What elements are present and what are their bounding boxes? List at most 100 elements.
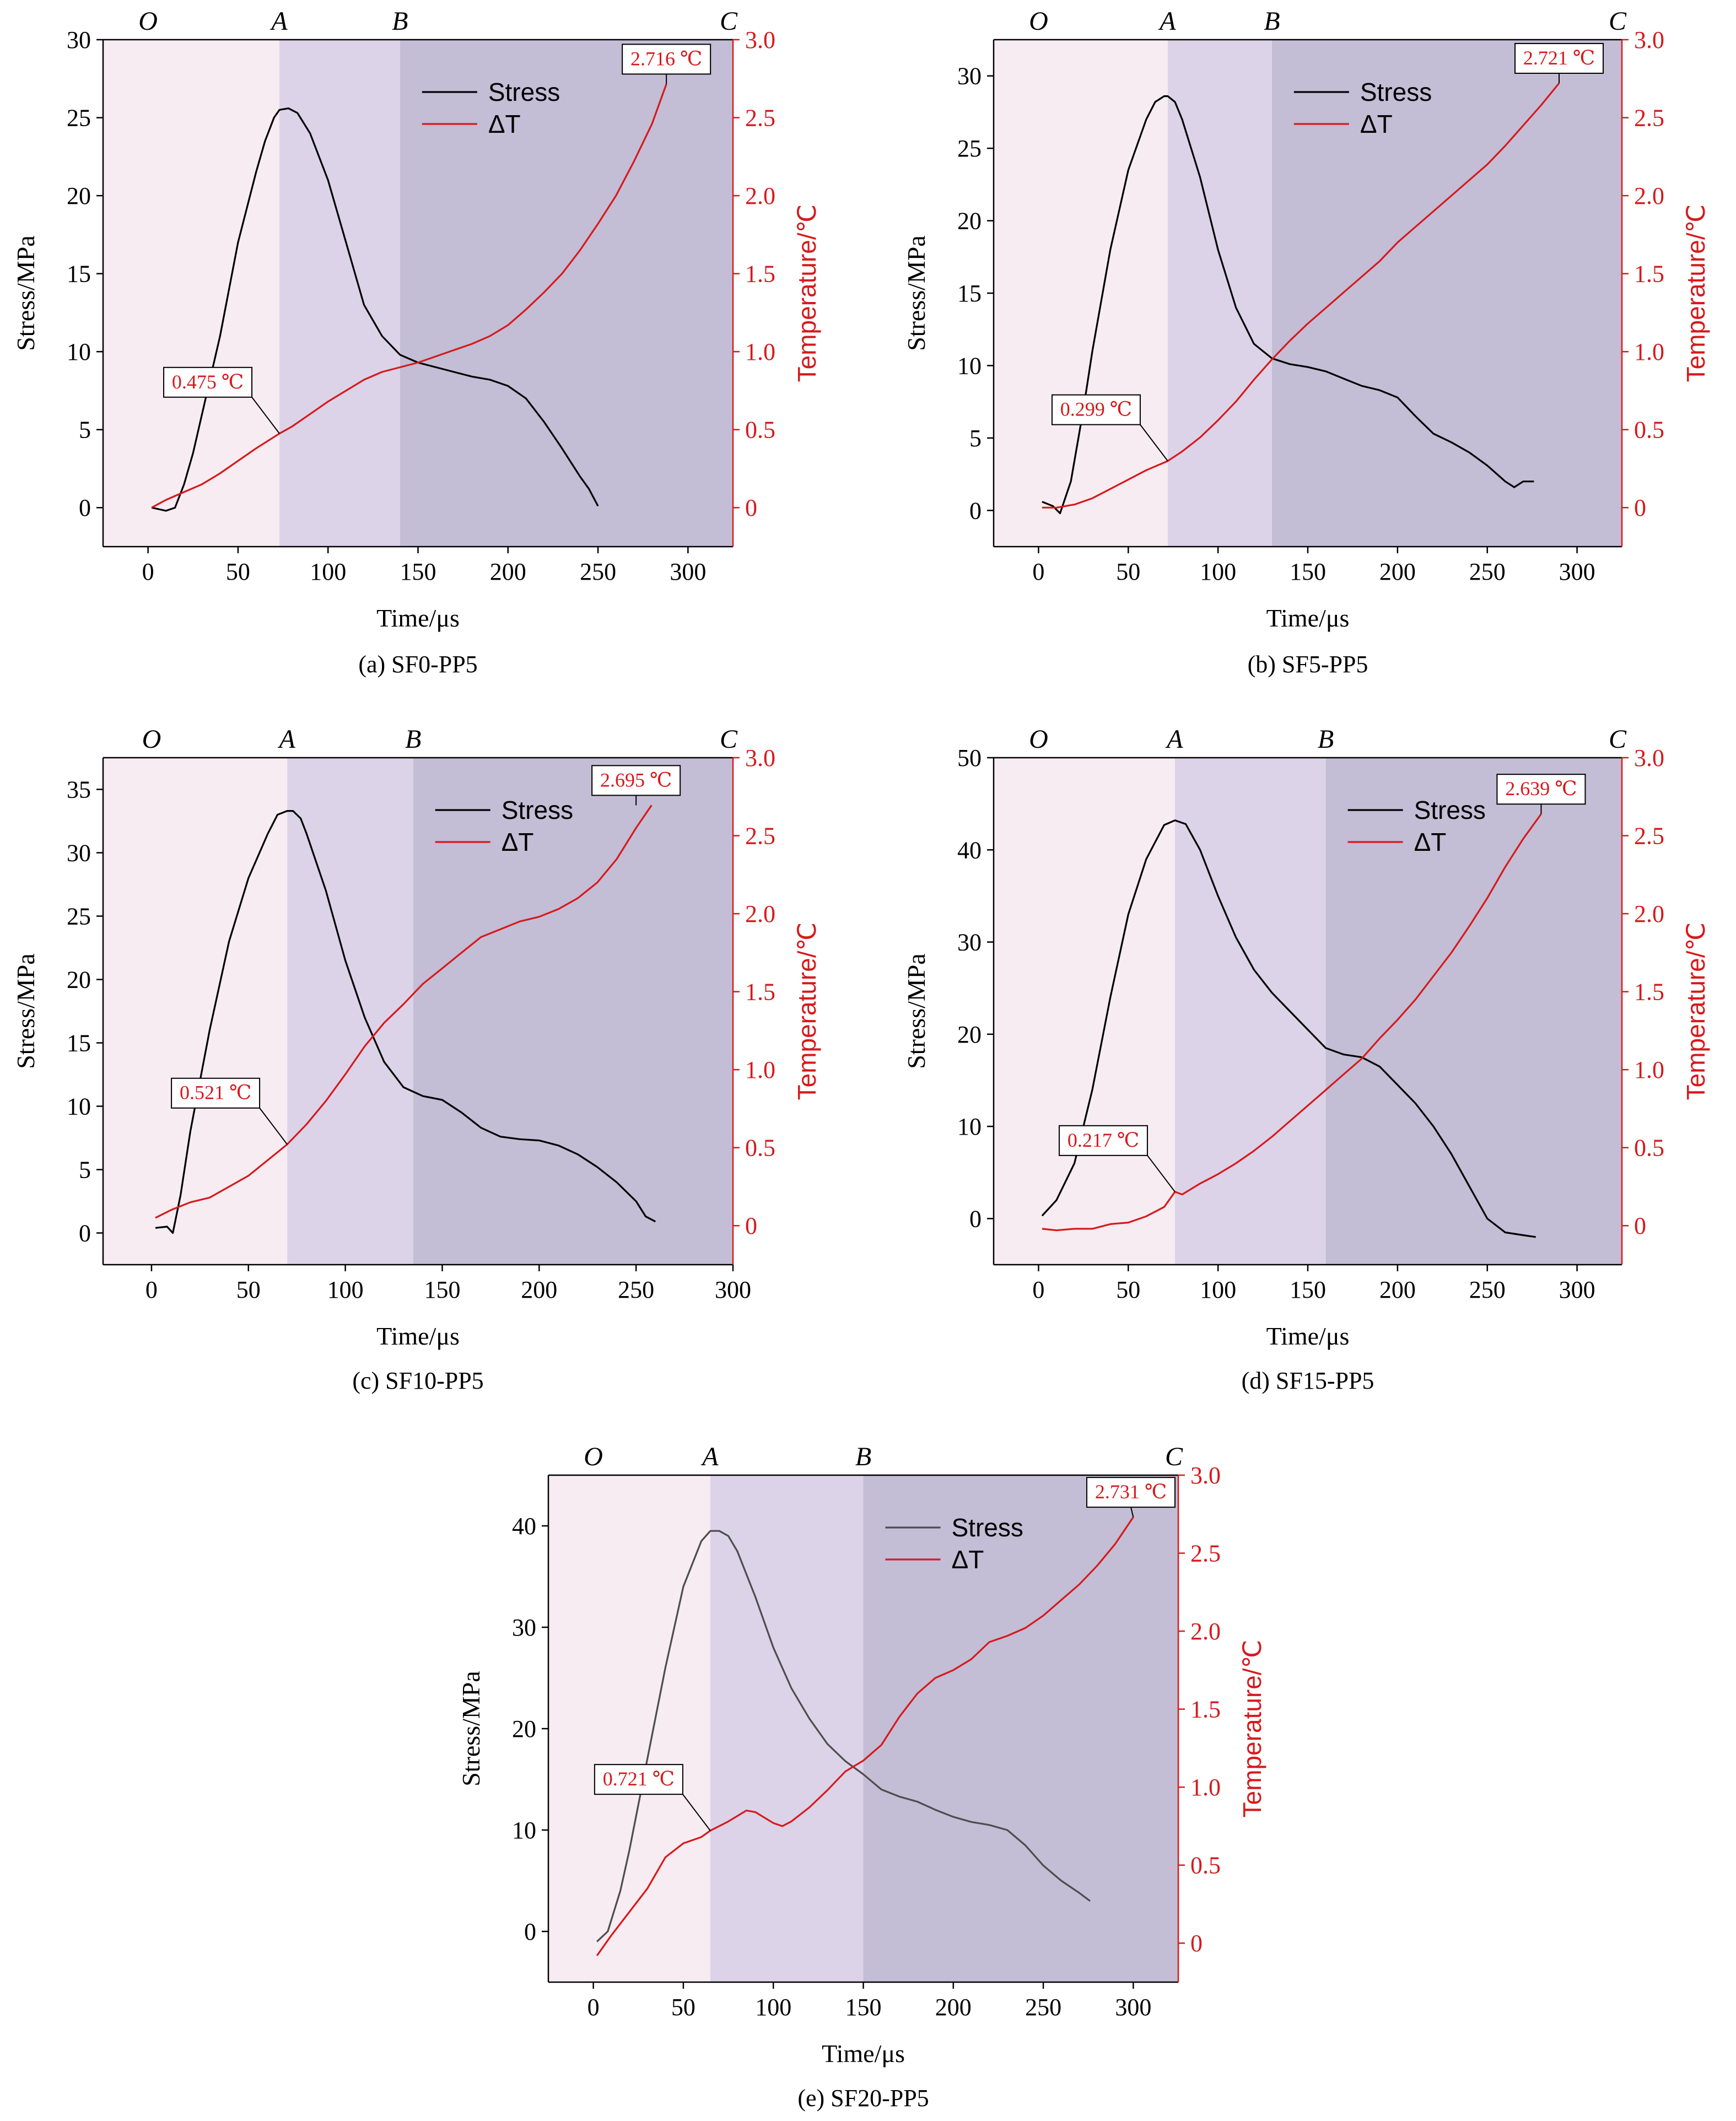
stress-line bbox=[1042, 95, 1534, 515]
y-tick-label: 15 bbox=[67, 261, 91, 288]
x-tick-label: 250 bbox=[580, 558, 616, 585]
annotation-box bbox=[594, 1764, 683, 1795]
y-tick-label: 20 bbox=[67, 182, 91, 209]
y-right-tick-label: 0.5 bbox=[745, 417, 775, 444]
y-right-axis-title: Temperature/℃ bbox=[1681, 922, 1710, 1100]
temperature-line bbox=[1042, 82, 1560, 509]
stage-band bbox=[413, 758, 733, 1265]
stage-label: A bbox=[700, 1442, 719, 1471]
temperature-line bbox=[155, 805, 653, 1219]
x-axis-title: Time/μs bbox=[822, 2039, 905, 2068]
annotation-box bbox=[622, 44, 711, 75]
panel-caption: (d) SF15-PP5 bbox=[1242, 1367, 1374, 1394]
y-tick-label: 5 bbox=[969, 425, 982, 452]
stage-band bbox=[1174, 758, 1326, 1265]
x-tick-label: 300 bbox=[715, 1276, 751, 1303]
stress-line bbox=[596, 1530, 1091, 1942]
y-right-axis-title: Temperature/℃ bbox=[792, 922, 821, 1100]
x-tick-label: 0 bbox=[1032, 558, 1044, 585]
y-right-tick-label: 2.0 bbox=[745, 182, 775, 209]
y-tick-label: 30 bbox=[67, 26, 91, 53]
y-right-axis-title: Temperature/℃ bbox=[792, 204, 821, 382]
annotation-leader bbox=[251, 397, 280, 434]
y-right-tick-label: 3.0 bbox=[745, 26, 775, 53]
stage-label: B bbox=[855, 1442, 871, 1471]
y-tick-label: 20 bbox=[512, 1715, 536, 1742]
x-axis-title: Time/μs bbox=[376, 604, 460, 632]
y-tick-label: 0 bbox=[969, 497, 982, 524]
x-tick-label: 250 bbox=[1469, 1276, 1506, 1303]
stress-line bbox=[1041, 819, 1536, 1238]
y-tick-label: 10 bbox=[957, 1113, 982, 1140]
legend-label: ΔT bbox=[1414, 828, 1447, 856]
annotation-label: 0.721 ℃ bbox=[603, 1768, 675, 1790]
annotation-label: 0.299 ℃ bbox=[1060, 398, 1132, 420]
chart-panel: O A B C0 50 100 150 200 250 30005101520253000.51.… bbox=[902, 7, 1710, 678]
y-right-axis-title: Temperature/℃ bbox=[1238, 1640, 1266, 1818]
y-tick-label: 25 bbox=[67, 903, 91, 930]
stage-band bbox=[710, 1475, 864, 1982]
x-tick-label: 250 bbox=[1025, 1994, 1061, 2021]
y-right-tick-label: 0 bbox=[1190, 1930, 1203, 1957]
annotation-box bbox=[1496, 774, 1586, 805]
chart-panel: O A B C 0 50 100 150 200 250 300 0 10 20 30 40 0 0.5 1.0 1.… bbox=[457, 1442, 1266, 2112]
x-axis-title: Time/μs bbox=[1266, 604, 1350, 632]
annotation-box bbox=[163, 366, 253, 398]
temperature-line bbox=[1042, 813, 1542, 1232]
y-tick-label: 40 bbox=[957, 836, 982, 863]
y-tick-label: 0 bbox=[79, 494, 91, 521]
y-right-tick-label: 2.5 bbox=[1634, 105, 1664, 132]
x-tick-label: 150 bbox=[1290, 558, 1326, 585]
y-right-tick-label: 2.5 bbox=[745, 823, 775, 850]
x-tick-label: 0 bbox=[1032, 1276, 1044, 1303]
x-tick-label: 150 bbox=[1290, 1276, 1326, 1303]
y-tick-label: 5 bbox=[79, 1157, 91, 1184]
stage-band bbox=[1167, 40, 1272, 547]
annotation-leader bbox=[682, 1794, 711, 1831]
stage-label: B bbox=[405, 725, 421, 754]
annotation-leader bbox=[259, 1108, 288, 1145]
x-tick-label: 250 bbox=[1469, 558, 1506, 585]
x-tick-label: 100 bbox=[1200, 1276, 1236, 1303]
temperature-line bbox=[151, 83, 667, 509]
y-right-tick-label: 1.0 bbox=[1634, 1056, 1664, 1083]
legend-label: ΔT bbox=[952, 1545, 984, 1574]
legend-label: ΔT bbox=[1360, 110, 1393, 138]
stage-band bbox=[400, 40, 733, 547]
panel-caption: (a) SF0-PP5 bbox=[358, 651, 477, 678]
y-tick-label: 25 bbox=[67, 105, 91, 132]
annotation-leader bbox=[1140, 424, 1168, 462]
y-tick-label: 15 bbox=[957, 280, 982, 307]
y-right-tick-label: 2.0 bbox=[745, 900, 775, 927]
stage-label: C bbox=[1609, 725, 1627, 754]
y-right-tick-label: 0 bbox=[745, 1212, 757, 1239]
y-right-tick-label: 2.0 bbox=[1190, 1618, 1221, 1645]
y-tick-label: 30 bbox=[67, 840, 91, 867]
y-right-tick-label: 3.0 bbox=[1634, 744, 1664, 771]
x-tick-label: 200 bbox=[1379, 558, 1416, 585]
y-tick-label: 50 bbox=[957, 744, 982, 771]
stage-label: A bbox=[269, 7, 288, 36]
x-tick-label: 300 bbox=[1559, 558, 1595, 585]
y-tick-label: 30 bbox=[957, 63, 982, 90]
y-axis-title: Stress/MPa bbox=[457, 1671, 485, 1787]
y-right-tick-label: 0 bbox=[1634, 1212, 1646, 1239]
y-right-tick-label: 1.5 bbox=[1634, 979, 1664, 1006]
y-tick-label: 10 bbox=[67, 338, 91, 365]
y-axis-title: Stress/MPa bbox=[12, 235, 40, 351]
y-axis-title: Stress/MPa bbox=[902, 235, 930, 351]
y-right-tick-label: 3.0 bbox=[1634, 26, 1664, 53]
stage-label: O bbox=[138, 7, 158, 36]
stage-label: O bbox=[1029, 725, 1048, 754]
stage-label: A bbox=[1165, 725, 1183, 754]
y-right-tick-label: 1.5 bbox=[1634, 261, 1664, 288]
x-tick-label: 50 bbox=[671, 1994, 696, 2021]
x-axis-title: Time/μs bbox=[376, 1322, 460, 1350]
annotation-label: 2.639 ℃ bbox=[1505, 778, 1577, 800]
y-right-tick-label: 1.0 bbox=[1190, 1774, 1221, 1801]
y-right-tick-label: 2.5 bbox=[1190, 1540, 1221, 1567]
y-tick-label: 10 bbox=[512, 1817, 536, 1844]
x-tick-label: 150 bbox=[400, 558, 436, 585]
y-tick-label: 40 bbox=[512, 1513, 536, 1540]
